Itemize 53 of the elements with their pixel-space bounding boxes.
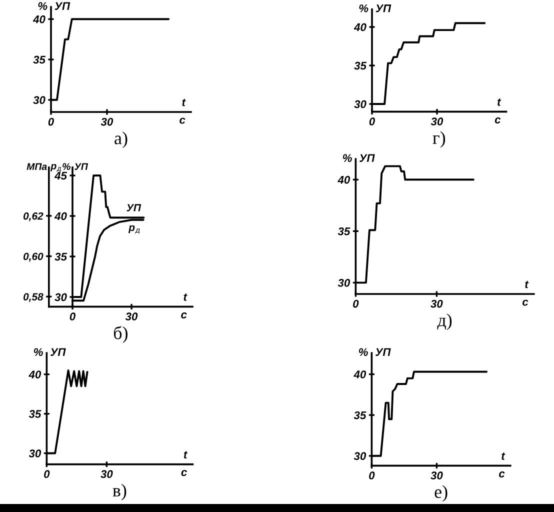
x-tick-label: 0 [48, 118, 54, 126]
x-tick-label: 0 [369, 118, 375, 126]
y-tick-label: 40 [338, 176, 350, 184]
y-axis-title: % УП [38, 2, 70, 10]
x-axis-title: t с [180, 98, 186, 124]
x-axis-title: t с [522, 280, 529, 306]
y2-tick-label: 0,62 [24, 212, 44, 222]
y-axis-title: % УП [62, 163, 88, 170]
text: е) [434, 485, 448, 502]
x-axis-title: t с [181, 451, 188, 476]
y-axis-title: % УП [358, 348, 391, 356]
y2-axis-title: МПа p$_{д}$ [26, 163, 62, 172]
x-axis-title: t с [494, 98, 502, 124]
y-tick-label: 30 [54, 293, 67, 302]
y-tick-label: 35 [28, 410, 42, 418]
text: а) [114, 132, 128, 148]
y-tick-label: 30 [354, 452, 366, 460]
y-tick-label: 35 [338, 227, 350, 236]
x-tick-label: 0 [44, 470, 50, 478]
y-tick-label: 30 [28, 450, 42, 458]
x-tick-label: 0 [353, 300, 359, 308]
text: б) [114, 326, 128, 343]
x-axis-title: t с [181, 294, 188, 318]
y-tick-label: 35 [354, 411, 366, 420]
x-tick-label: 30 [100, 118, 114, 126]
y-tick-label: 30 [354, 100, 366, 108]
y-tick-label: 40 [32, 15, 46, 24]
x-tick-label: 30 [100, 470, 113, 478]
y-tick-label: 40 [354, 370, 366, 378]
x-tick-label: 30 [430, 472, 443, 480]
y-axis-title: % УП [34, 348, 66, 356]
x-tick-label: 0 [369, 472, 375, 480]
y-axis-title: % УП [342, 154, 375, 162]
x-tick-label: 30 [430, 118, 444, 126]
y-tick-label: 40 [28, 370, 42, 378]
y-tick-label: 35 [54, 252, 68, 261]
y2-tick-label: 0,58 [24, 293, 44, 302]
y-tick-label: 45 [54, 172, 68, 180]
y-tick-label: 35 [33, 56, 46, 64]
series-label: p$_{д}$ [128, 225, 140, 234]
y-tick-label: 40 [54, 212, 67, 220]
series-label: УП [126, 204, 142, 212]
text: д) [437, 314, 452, 330]
y-axis-title: % УП [359, 4, 392, 12]
y2-tick-label: 0,60 [24, 252, 44, 262]
y-tick-label: 40 [354, 23, 366, 32]
y-tick-label: 30 [33, 96, 46, 104]
x-axis-title: t с [499, 452, 506, 478]
text: г) [432, 131, 446, 148]
y-tick-label: 30 [338, 278, 350, 287]
y-tick-label: 35 [354, 62, 367, 70]
text: в) [112, 484, 126, 500]
x-tick-label: 0 [70, 312, 76, 320]
